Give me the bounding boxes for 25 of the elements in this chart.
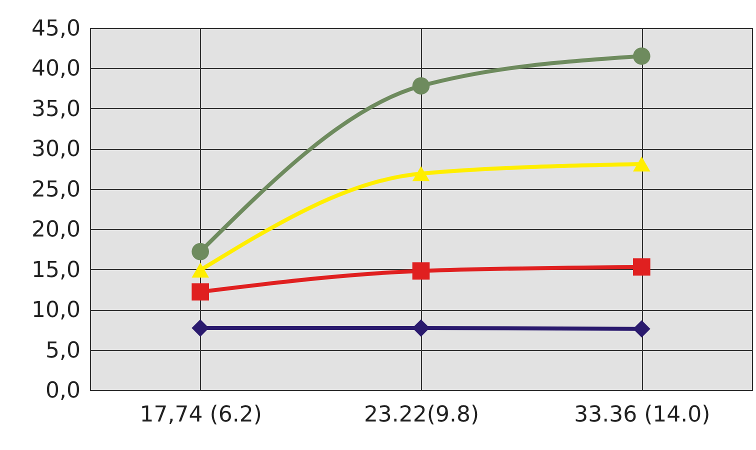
y-tick-label: 20,0 <box>32 218 80 243</box>
point <box>192 242 209 260</box>
point <box>192 319 209 337</box>
y-tick-label: 35,0 <box>32 96 80 122</box>
x-tick-label: 33.36 (14.0) <box>574 402 710 428</box>
y-tick-label: 30,0 <box>32 137 80 162</box>
y-tick-label: 15,0 <box>32 258 80 283</box>
point <box>633 320 650 338</box>
y-tick-label: 5,0 <box>46 338 80 364</box>
point <box>633 48 650 65</box>
point <box>192 283 209 301</box>
x-tick-label: 17,74 (6.2) <box>140 402 262 428</box>
point <box>192 262 209 278</box>
y-tick-label: 10,0 <box>32 298 80 324</box>
y-tick-label: 40,0 <box>32 56 80 82</box>
point <box>412 166 430 182</box>
y-tick-label: 25,0 <box>32 177 80 202</box>
point <box>633 258 650 276</box>
point <box>633 156 650 172</box>
x-tick-label: 23.22(9.8) <box>364 402 480 428</box>
y-tick-label: 0,0 <box>46 378 80 404</box>
point <box>412 262 430 280</box>
point <box>412 77 430 95</box>
point <box>412 319 430 337</box>
y-tick-label: 45,0 <box>32 16 80 42</box>
